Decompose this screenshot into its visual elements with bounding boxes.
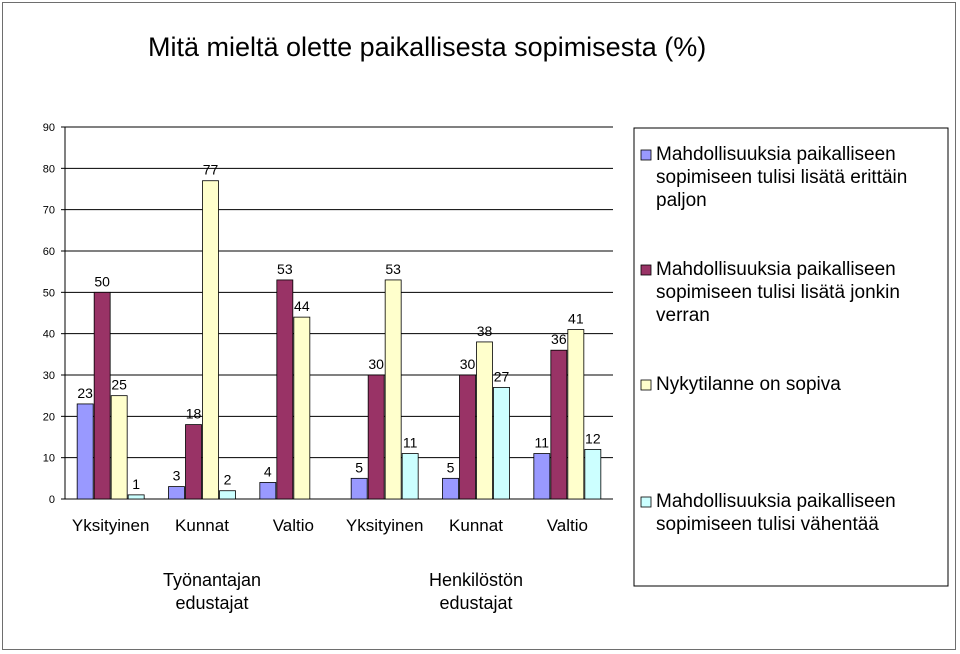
x-tick-label: Yksityinen: [346, 516, 423, 535]
legend-entry-text: sopimiseen tulisi vähentää: [656, 514, 879, 535]
y-tick-label: 0: [49, 494, 55, 506]
data-label: 2: [224, 472, 232, 488]
data-label: 12: [585, 430, 601, 446]
y-tick-label: 30: [43, 370, 55, 382]
data-label: 25: [111, 377, 127, 393]
legend-box: [633, 127, 949, 587]
bar: [476, 341, 493, 500]
bar: [567, 329, 585, 500]
data-label: 5: [355, 459, 363, 475]
data-label: 30: [368, 356, 384, 372]
y-tick-label: 40: [43, 329, 55, 341]
legend-swatch: [640, 379, 652, 391]
x-tick-label: Kunnat: [175, 516, 229, 535]
x-axis: Yksityinen Kunnat Valtio Yksityinen Kunnat Va…: [72, 516, 588, 535]
bar: [110, 395, 128, 500]
bar: [493, 386, 510, 500]
y-tick-label: 90: [43, 122, 55, 134]
legend-entry-text: paljon: [656, 190, 707, 211]
legend-entry-text: verran: [656, 305, 710, 326]
data-label: 11: [535, 435, 550, 451]
legend-entry-text: sopimiseen tulisi lisätä jonkin: [656, 282, 900, 303]
bar: [442, 477, 459, 500]
group-label-line2: edustajat: [175, 593, 248, 613]
x-tick-label: Valtio: [273, 516, 314, 535]
bar: [459, 374, 476, 500]
bar: [384, 279, 402, 500]
group-labels: Työnantajan edustajat Henkilöstön edustajat: [163, 570, 523, 613]
bar: [127, 494, 145, 500]
bar: [219, 490, 236, 500]
data-label: 77: [203, 162, 219, 178]
y-tick-label: 50: [43, 287, 55, 299]
legend-entry-text: Mahdollisuuksia paikalliseen: [656, 144, 896, 165]
bar: [276, 279, 294, 500]
y-tick-label: 20: [43, 411, 55, 423]
legend-entry-text: Nykytilanne on sopiva: [656, 374, 841, 395]
data-label: 4: [264, 463, 272, 479]
data-label: 38: [477, 323, 493, 339]
bar: [533, 453, 551, 500]
bar-chart: Mitä mieltä olette paikallisesta sopimis…: [43, 32, 949, 613]
data-label: 53: [277, 261, 293, 277]
grid-lines: [65, 126, 613, 459]
group-label-line1: Työnantajan: [163, 570, 261, 590]
bar: [350, 477, 368, 500]
bar: [168, 486, 185, 500]
group-label-line1: Henkilöstön: [429, 570, 523, 590]
y-tick-label: 60: [43, 246, 55, 258]
bar: [584, 448, 602, 500]
data-label: 27: [494, 368, 510, 384]
bar: [367, 374, 385, 500]
x-tick-label: Yksityinen: [72, 516, 149, 535]
data-label: 30: [460, 356, 476, 372]
data-label: 3: [173, 468, 181, 484]
data-label: 41: [568, 311, 584, 327]
data-label: 44: [294, 298, 310, 314]
y-tick-label: 10: [43, 453, 55, 465]
bar: [550, 349, 568, 500]
bar: [93, 291, 111, 500]
legend-entry-text: Mahdollisuuksia paikalliseen: [656, 259, 896, 280]
data-label: 53: [385, 261, 401, 277]
y-axis: 0 10 20 30 40 50 60 70 80 90: [43, 122, 613, 506]
data-label: 1: [132, 476, 140, 492]
legend-swatch: [640, 149, 652, 161]
data-label: 50: [94, 273, 110, 289]
bar: [401, 453, 419, 500]
data-label: 5: [447, 459, 455, 475]
y-tick-label: 80: [43, 163, 55, 175]
bar: [293, 316, 311, 500]
bars: [76, 180, 602, 500]
legend-swatch: [640, 264, 652, 276]
data-label: 18: [186, 406, 202, 422]
bar: [76, 403, 94, 500]
legend-entry-text: sopimiseen tulisi lisätä erittäin: [656, 167, 907, 188]
legend-swatch: [640, 496, 652, 508]
data-label: 23: [77, 385, 93, 401]
x-tick-label: Kunnat: [449, 516, 503, 535]
y-tick-label: 70: [43, 205, 55, 217]
data-label: 36: [551, 331, 567, 347]
x-tick-label: Valtio: [547, 516, 588, 535]
legend-entry-text: Mahdollisuuksia paikalliseen: [656, 491, 896, 512]
bar: [202, 180, 219, 500]
bar: [259, 482, 277, 500]
data-label: 11: [403, 435, 418, 451]
bar: [185, 424, 202, 500]
chart-title: Mitä mieltä olette paikallisesta sopimis…: [148, 32, 706, 62]
group-label-line2: edustajat: [439, 593, 512, 613]
